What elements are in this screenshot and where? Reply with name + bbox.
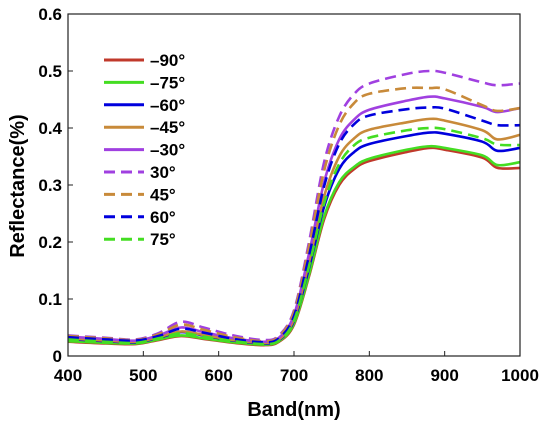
x-tick-label: 1000: [501, 366, 539, 385]
y-tick-label: 0: [53, 347, 62, 366]
x-tick-label: 800: [355, 366, 383, 385]
legend-label: –75°: [150, 73, 185, 92]
x-axis-ticks: 400 500 600 700 800 900 1000: [54, 351, 539, 385]
series-line: [67, 126, 521, 346]
series-line: [67, 69, 521, 342]
y-tick-label: 0.5: [38, 62, 62, 81]
legend-label: –90°: [150, 51, 185, 70]
legend-label: –30°: [150, 141, 185, 160]
series-line: [67, 105, 521, 344]
legend-label: –45°: [150, 118, 185, 137]
y-tick-label: 0.3: [38, 176, 62, 195]
x-tick-label: 400: [54, 366, 82, 385]
x-tick-label: 900: [430, 366, 458, 385]
y-tick-label: 0.4: [38, 119, 62, 138]
x-axis-title: Band(nm): [247, 399, 340, 421]
legend-label: 45°: [150, 185, 176, 204]
y-tick-label: 0.1: [38, 290, 62, 309]
series-line: [67, 144, 521, 346]
legend-label: 30°: [150, 163, 176, 182]
x-tick-label: 500: [129, 366, 157, 385]
y-tick-label: 0.6: [38, 5, 62, 24]
legend-label: –60°: [150, 96, 185, 115]
plot-background: [68, 14, 520, 356]
y-tick-label: 0.2: [38, 233, 62, 252]
series-group: [67, 69, 521, 347]
x-tick-label: 600: [204, 366, 232, 385]
legend-label: 60°: [150, 208, 176, 227]
legend: –90° –75° –60° –45° –30° 30° 45° 60° 75°: [104, 51, 185, 249]
y-axis-title: Reflectance(%): [7, 114, 29, 257]
x-tick-label: 700: [280, 366, 308, 385]
series-line: [67, 86, 521, 343]
legend-label: 75°: [150, 230, 176, 249]
y-axis-ticks: 0 0.1 0.2 0.3 0.4 0.5 0.6: [38, 5, 73, 366]
plot-area: [67, 13, 521, 357]
